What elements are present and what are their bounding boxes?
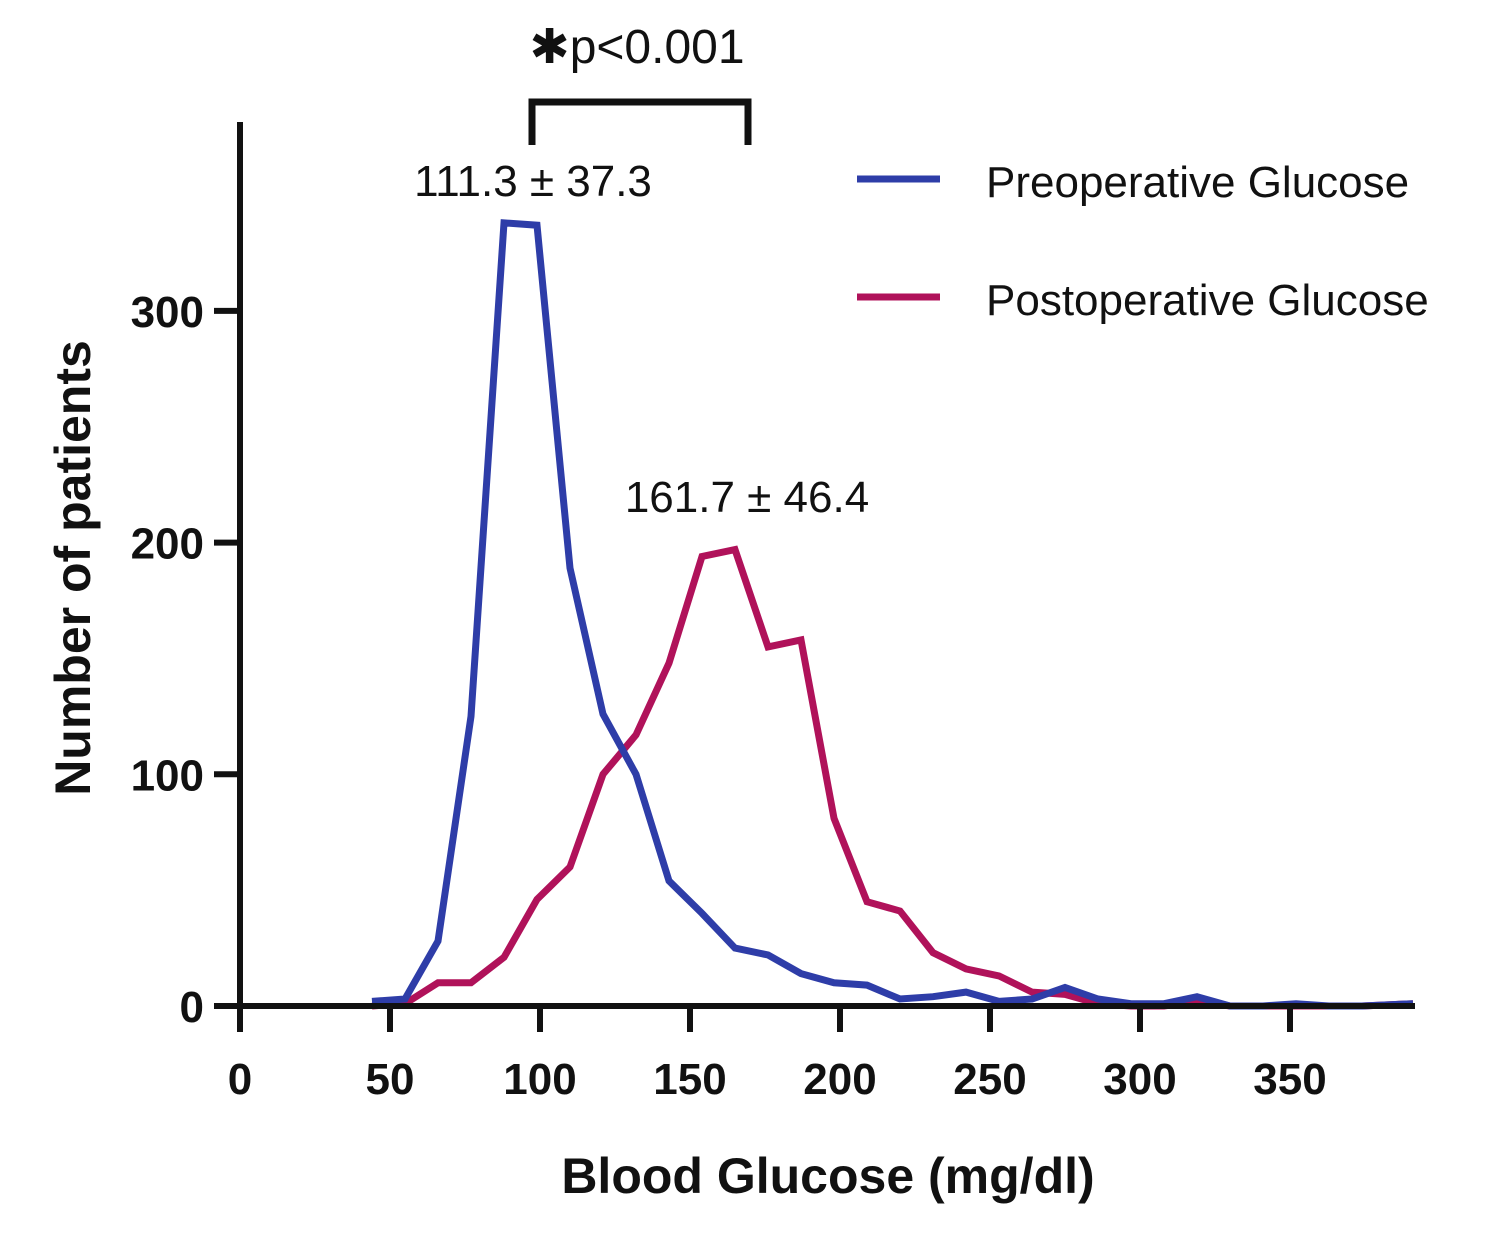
y-tick-label: 100 <box>131 751 204 800</box>
x-tick-label: 50 <box>366 1055 415 1104</box>
significance-bracket <box>528 98 752 145</box>
series-line-postoperative <box>371 545 1414 1010</box>
series-layer <box>371 219 1414 1010</box>
y-tick-label: 0 <box>180 983 204 1032</box>
x-tick-label: 350 <box>1253 1055 1326 1104</box>
x-tick-label: 300 <box>1103 1055 1176 1104</box>
y-ticks: 0 100 200 300 <box>131 288 240 1032</box>
legend-label-preop: Preoperative Glucose <box>986 158 1409 207</box>
postop-mean-annotation: 161.7 ± 46.4 <box>625 473 869 522</box>
preop-mean-annotation: 111.3 ± 37.3 <box>414 157 652 206</box>
y-tick-label: 200 <box>131 520 204 569</box>
y-axis-title: Number of patients <box>45 340 101 796</box>
significance-label: ✱p<0.001 <box>529 21 744 74</box>
y-tick-label: 300 <box>131 288 204 337</box>
x-tick-label: 100 <box>503 1055 576 1104</box>
x-tick-label: 250 <box>953 1055 1026 1104</box>
x-tick-label: 200 <box>803 1055 876 1104</box>
x-tick-label: 0 <box>228 1055 252 1104</box>
series-line-preoperative <box>371 219 1414 1010</box>
x-tick-label: 150 <box>653 1055 726 1104</box>
legend-label-postop: Postoperative Glucose <box>986 276 1429 325</box>
x-axis-title: Blood Glucose (mg/dl) <box>561 1148 1094 1204</box>
x-ticks: 0 50 100 150 200 250 300 350 <box>228 1006 1327 1104</box>
legend: Preoperative Glucose Postoperative Gluco… <box>857 158 1429 325</box>
